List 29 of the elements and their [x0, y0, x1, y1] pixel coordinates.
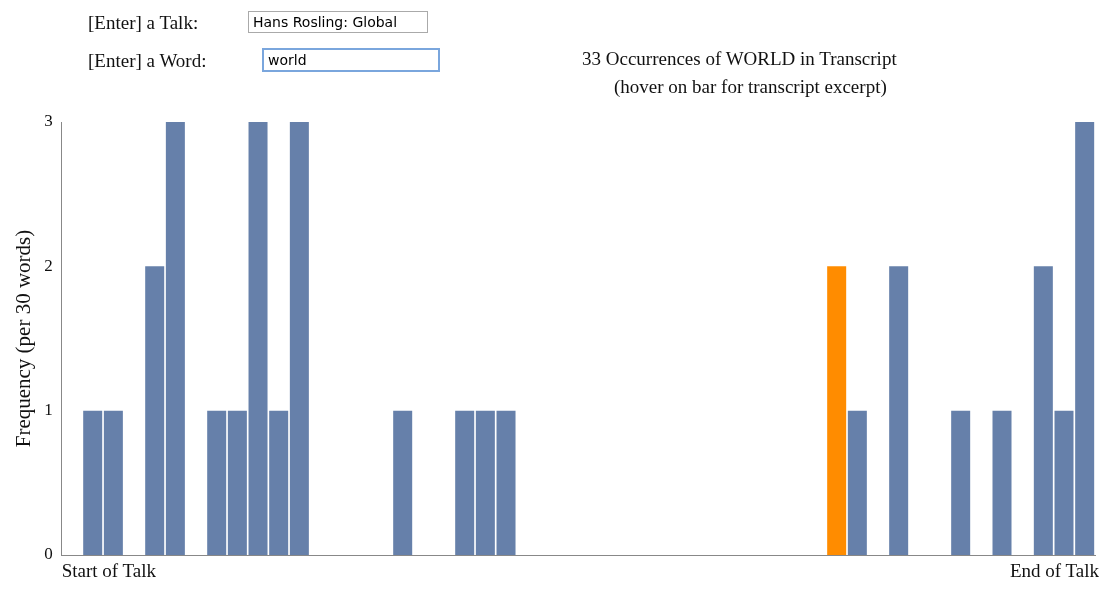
- bar: [951, 410, 971, 555]
- bar: [455, 410, 475, 555]
- bar: [227, 410, 247, 555]
- bar: [207, 410, 227, 555]
- text: world: [262, 48, 440, 72]
- y-tick-label: 2: [44, 255, 53, 275]
- text: [Enter] a Word:: [88, 50, 207, 72]
- bar: [145, 266, 165, 555]
- bar: [475, 410, 495, 555]
- bar: [289, 122, 309, 555]
- bar: [496, 410, 516, 555]
- y-tick-label: 1: [44, 400, 53, 420]
- chart-title: 33 Occurrences of WORLD in Transcript: [582, 48, 897, 70]
- y-tick-label: 3: [44, 111, 53, 131]
- bar: [103, 410, 123, 555]
- text: End of Talk: [1009, 560, 1100, 582]
- bar: [165, 122, 185, 555]
- chart-subtitle: (hover on bar for transcript excerpt): [614, 76, 887, 98]
- text: Start of Talk: [61, 560, 157, 582]
- y-axis-title: Frequency (per 30 words): [11, 229, 36, 448]
- bar: [83, 410, 103, 555]
- bar: [847, 410, 867, 555]
- bar: [889, 266, 909, 555]
- text: [Enter] a Talk:: [88, 12, 199, 34]
- bar: [827, 266, 847, 555]
- bar: [393, 410, 413, 555]
- text: Hans Rosling: Global: [248, 11, 428, 33]
- y-tick-label: 0: [44, 544, 53, 564]
- bar: [992, 410, 1012, 555]
